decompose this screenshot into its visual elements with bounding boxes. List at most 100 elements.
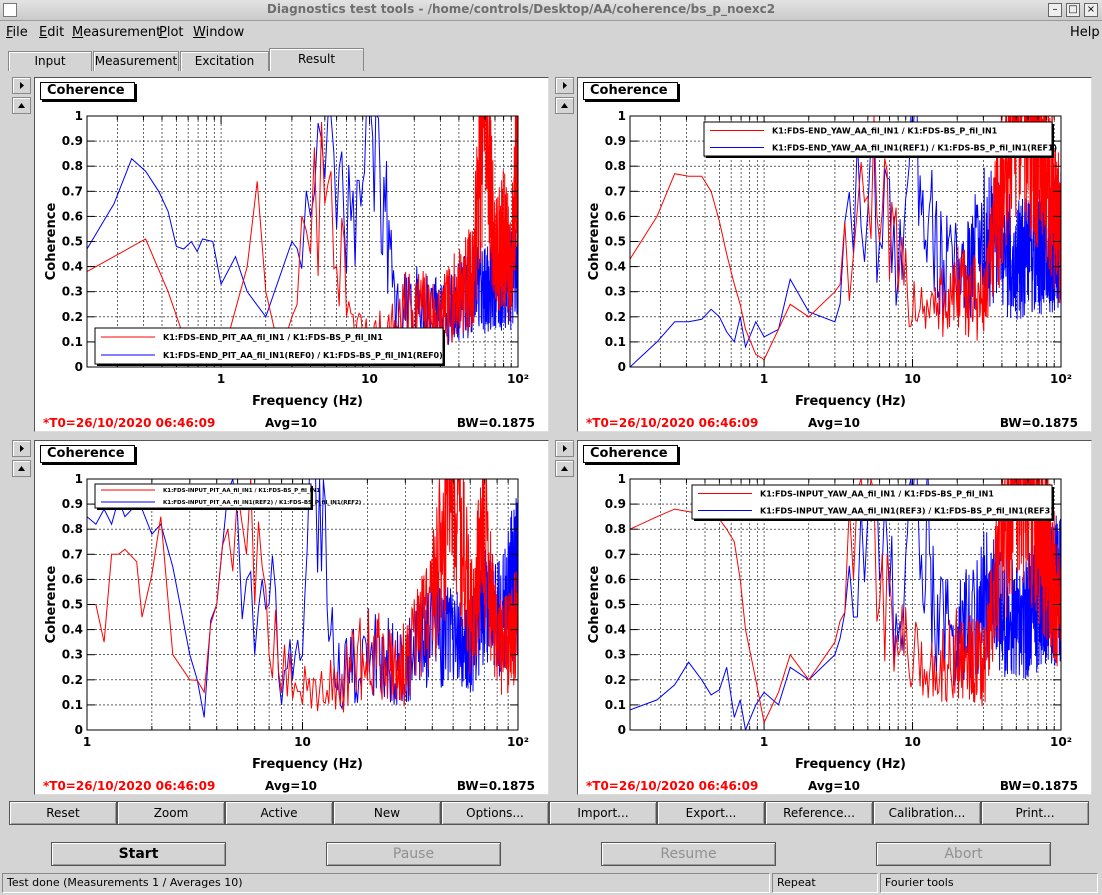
close-button[interactable]: × bbox=[1084, 3, 1098, 17]
y-tick-label: 0 bbox=[618, 360, 626, 374]
plot-t0: *T0=26/10/2020 06:46:09 bbox=[586, 416, 758, 430]
y-tick-label: 0.1 bbox=[605, 698, 626, 712]
legend-label: K1:FDS-INPUT_YAW_AA_fil_IN1(REF3) / K1:F… bbox=[760, 507, 1054, 516]
plot-bw: BW=0.1875 bbox=[1000, 416, 1078, 430]
pad1-up-button[interactable] bbox=[12, 97, 31, 114]
resume-button[interactable]: Resume bbox=[601, 842, 776, 866]
chart-3: 0 0.1 0.2 0.3 0.4 0.5 0.6 0.7 0.8 0.9 1 1 10 10² Frequ… bbox=[43, 472, 535, 793]
plot-pad-2[interactable]: 0 0.1 0.2 0.3 0.4 0.5 0.6 0.7 0.8 0.9 1 1 10 10² Frequ… bbox=[577, 77, 1092, 432]
pad2-up-button[interactable] bbox=[555, 97, 574, 114]
window-titlebar[interactable]: Diagnostics test tools - /home/controls/… bbox=[0, 0, 1102, 21]
reference-button[interactable]: Reference... bbox=[765, 801, 873, 825]
grid bbox=[87, 479, 518, 730]
y-tick-label: 0.3 bbox=[605, 285, 626, 299]
series-line-red bbox=[630, 479, 1061, 725]
y-tick-label: 0.8 bbox=[62, 522, 83, 536]
start-button[interactable]: Start bbox=[51, 842, 226, 866]
minimize-button[interactable]: – bbox=[1048, 3, 1062, 17]
pad1-next-button[interactable] bbox=[12, 77, 31, 94]
plot-title: Coherence bbox=[583, 82, 678, 100]
plot-title: Coherence bbox=[40, 82, 135, 100]
legend-box bbox=[703, 121, 1053, 157]
calibration-button[interactable]: Calibration... bbox=[873, 801, 981, 825]
x-axis: 1 10 10² bbox=[83, 479, 529, 749]
plot-t0: *T0=26/10/2020 06:46:09 bbox=[43, 416, 215, 430]
pad2-next-button[interactable] bbox=[555, 77, 574, 94]
window-title: Diagnostics test tools - /home/controls/… bbox=[266, 2, 776, 16]
menu-file[interactable]: File bbox=[6, 25, 28, 40]
x-tick-label: 1 bbox=[217, 372, 225, 386]
series-line-red bbox=[87, 116, 518, 363]
y-tick-label: 0 bbox=[618, 723, 626, 737]
status-tool: Fourier tools bbox=[880, 873, 1098, 893]
plot-avg: Avg=10 bbox=[808, 779, 860, 793]
new-button[interactable]: New bbox=[333, 801, 441, 825]
y-tick-label: 0.4 bbox=[62, 623, 83, 637]
series-group bbox=[87, 116, 518, 363]
options-button[interactable]: Options... bbox=[441, 801, 549, 825]
legend-label: K1:FDS-END_YAW_AA_fil_IN1(REF1) / K1:FDS… bbox=[772, 144, 1057, 153]
y-tick-label: 0.9 bbox=[605, 134, 626, 148]
x-axis: 1 10 10² bbox=[659, 116, 1072, 386]
menu-edit[interactable]: Edit bbox=[39, 25, 65, 40]
y-axis: 0 0.1 0.2 0.3 0.4 0.5 0.6 0.7 0.8 0.9 1 bbox=[605, 472, 1061, 737]
pause-button[interactable]: Pause bbox=[326, 842, 501, 866]
legend-label: K1:FDS-END_YAW_AA_fil_IN1 / K1:FDS-BS_P_… bbox=[772, 127, 998, 136]
maximize-button[interactable]: □ bbox=[1066, 3, 1080, 17]
legend: K1:FDS-INPUT_YAW_AA_fil_IN1 / K1:FDS-BS_… bbox=[691, 484, 1054, 521]
active-button[interactable]: Active bbox=[225, 801, 333, 825]
menu-measurement[interactable]: Measurement bbox=[72, 25, 162, 40]
tab-measurement[interactable]: Measurement bbox=[93, 51, 179, 71]
plot-pad-4[interactable]: 0 0.1 0.2 0.3 0.4 0.5 0.6 0.7 0.8 0.9 1 1 10 10² Frequ… bbox=[577, 440, 1092, 795]
reset-button[interactable]: Reset bbox=[9, 801, 117, 825]
y-tick-label: 0 bbox=[75, 360, 83, 374]
pad4-up-button[interactable] bbox=[555, 460, 574, 477]
y-tick-label: 1 bbox=[75, 109, 83, 123]
y-tick-label: 0.7 bbox=[62, 184, 83, 198]
y-tick-label: 0.2 bbox=[605, 310, 626, 324]
plot-pad-1[interactable]: 0 0.1 0.2 0.3 0.4 0.5 0.6 0.7 0.8 0.9 1 1 10 10² Frequ… bbox=[34, 77, 549, 432]
plot-pad-3[interactable]: 0 0.1 0.2 0.3 0.4 0.5 0.6 0.7 0.8 0.9 1 1 10 10² Frequ… bbox=[34, 440, 549, 795]
legend-label: K1:FDS-END_PIT_AA_fil_IN1 / K1:FDS-BS_P_… bbox=[163, 333, 383, 342]
tab-excitation[interactable]: Excitation bbox=[180, 51, 269, 71]
x-axis-label: Frequency (Hz) bbox=[795, 394, 906, 409]
plot-avg: Avg=10 bbox=[265, 416, 317, 430]
print-button[interactable]: Print... bbox=[981, 801, 1089, 825]
y-tick-label: 0.7 bbox=[62, 547, 83, 561]
plot-title: Coherence bbox=[40, 445, 135, 463]
pad4-next-button[interactable] bbox=[555, 440, 574, 457]
x-axis-label: Frequency (Hz) bbox=[252, 394, 363, 409]
tab-input[interactable]: Input bbox=[8, 51, 92, 71]
menu-plot[interactable]: Plot bbox=[159, 25, 184, 40]
status-bar: Test done (Measurements 1 / Averages 10)… bbox=[0, 872, 1102, 895]
y-tick-label: 0.4 bbox=[62, 260, 83, 274]
y-axis-label: Coherence bbox=[587, 203, 602, 281]
plot-t0: *T0=26/10/2020 06:46:09 bbox=[43, 779, 215, 793]
y-axis: 0 0.1 0.2 0.3 0.4 0.5 0.6 0.7 0.8 0.9 1 bbox=[62, 109, 518, 374]
x-tick-label: 1 bbox=[760, 735, 768, 749]
pad3-next-button[interactable] bbox=[12, 440, 31, 457]
tab-result[interactable]: Result bbox=[269, 48, 364, 71]
legend-label: K1:FDS-INPUT_PIT_AA_fil_IN1(REF2) / K1:F… bbox=[163, 500, 362, 506]
x-tick-label: 1 bbox=[760, 372, 768, 386]
legend: K1:FDS-INPUT_PIT_AA_fil_IN1 / K1:FDS-BS_… bbox=[94, 483, 362, 510]
menu-help[interactable]: Help bbox=[1070, 25, 1100, 40]
app-icon bbox=[3, 3, 17, 17]
import-button[interactable]: Import... bbox=[549, 801, 657, 825]
zoom-button[interactable]: Zoom bbox=[117, 801, 225, 825]
x-tick-label: 1 bbox=[83, 735, 91, 749]
chart-4: 0 0.1 0.2 0.3 0.4 0.5 0.6 0.7 0.8 0.9 1 1 10 10² Frequ… bbox=[586, 472, 1078, 793]
y-tick-label: 0.6 bbox=[605, 209, 626, 223]
y-tick-label: 0.2 bbox=[62, 310, 83, 324]
abort-button[interactable]: Abort bbox=[876, 842, 1051, 866]
y-tick-label: 1 bbox=[75, 472, 83, 486]
x-tick-label: 10 bbox=[294, 735, 311, 749]
menu-window[interactable]: Window bbox=[193, 25, 245, 40]
x-tick-label: 10 bbox=[904, 372, 921, 386]
y-tick-label: 0.5 bbox=[605, 598, 626, 612]
pad3-up-button[interactable] bbox=[12, 460, 31, 477]
y-tick-label: 0.3 bbox=[605, 648, 626, 662]
export-button[interactable]: Export... bbox=[657, 801, 765, 825]
y-tick-label: 0.8 bbox=[62, 159, 83, 173]
y-tick-label: 0.3 bbox=[62, 648, 83, 662]
